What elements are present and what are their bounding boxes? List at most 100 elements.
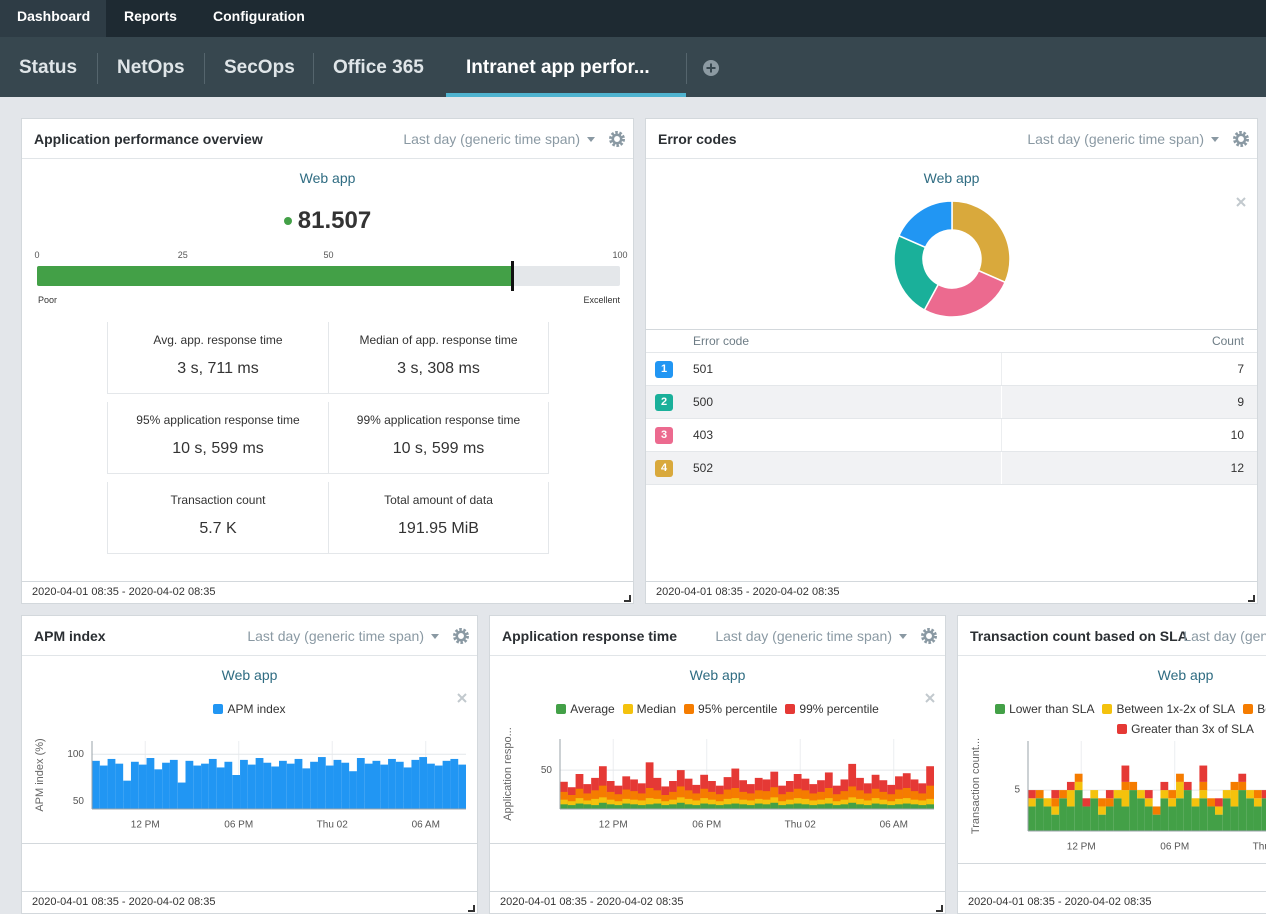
- settings-gear[interactable]: [1233, 131, 1249, 147]
- dropdown-caret[interactable]: [587, 137, 595, 142]
- bar-segment: [1199, 798, 1208, 831]
- time-span[interactable]: Last day (generic time span): [1183, 628, 1266, 644]
- bar: [146, 758, 155, 809]
- error-count: 12: [1230, 461, 1244, 475]
- settings-gear[interactable]: [921, 628, 937, 644]
- bar-segment: [1121, 781, 1130, 791]
- widget-frame: APM index Last day (generic time span) Web…: [21, 615, 478, 914]
- gauge-tick-label: 25: [177, 250, 188, 260]
- add-tab-plus: [706, 63, 716, 73]
- bar: [333, 759, 342, 809]
- nav-item[interactable]: Reports: [124, 8, 177, 24]
- metric-value: 5.7 K: [199, 520, 237, 537]
- bar: [614, 801, 623, 809]
- legend-label: Between 1x-2x of SLA: [1116, 702, 1236, 716]
- legend-label: Lower than SLA: [1009, 702, 1095, 716]
- add-tab[interactable]: [702, 59, 720, 77]
- bar-segment: [1238, 790, 1247, 831]
- bar-segment: [1129, 781, 1138, 791]
- bar-segment: [1074, 773, 1083, 782]
- y-axis-label: Application respo...: [502, 727, 514, 821]
- close-button[interactable]: [1235, 196, 1247, 208]
- settings-gear[interactable]: [609, 131, 625, 147]
- close-button[interactable]: [456, 692, 468, 704]
- bar: [785, 804, 794, 809]
- bar: [411, 759, 420, 809]
- bar-segment: [1176, 798, 1184, 831]
- bar: [715, 805, 724, 809]
- x-tick-label: 06 PM: [1160, 842, 1189, 853]
- tab[interactable]: SecOps: [224, 57, 295, 78]
- time-span[interactable]: Last day (generic time span): [1027, 131, 1204, 147]
- bar-segment: [1090, 790, 1099, 799]
- bar-segment: [1152, 814, 1161, 831]
- table-row: 4 502 12: [646, 452, 1257, 485]
- dropdown-caret[interactable]: [431, 634, 439, 639]
- legend-item: 95% percentile: [684, 700, 777, 718]
- bar-segment: [1230, 790, 1239, 807]
- bar-segment: [1176, 773, 1184, 782]
- bar: [731, 803, 740, 809]
- legend-item: Between 1x-2x of SLA: [1102, 700, 1235, 718]
- resize-handle[interactable]: [623, 594, 631, 602]
- widget-header: [22, 616, 477, 656]
- bar: [902, 803, 911, 809]
- bar: [684, 798, 693, 809]
- bar: [723, 804, 732, 809]
- bar-segment: [1121, 790, 1130, 807]
- bar: [863, 800, 872, 809]
- y-tick-label: 100: [67, 749, 84, 760]
- resize-handle[interactable]: [467, 904, 475, 912]
- tab[interactable]: NetOps: [117, 57, 185, 78]
- nav-item[interactable]: Configuration: [213, 8, 305, 24]
- gauge-high-label: Excellent: [583, 295, 620, 305]
- bar: [762, 804, 771, 809]
- bar-segment: [1051, 814, 1060, 831]
- legend-label: APM index: [227, 702, 286, 716]
- dropdown-caret[interactable]: [1211, 137, 1219, 142]
- error-count: 7: [1237, 362, 1244, 376]
- bar: [419, 757, 428, 809]
- legend-swatch: [1117, 724, 1128, 734]
- gauge-tick-label: 50: [323, 250, 334, 260]
- bar: [918, 805, 927, 809]
- time-span[interactable]: Last day (generic time span): [715, 628, 892, 644]
- legend-swatch: [1243, 704, 1254, 714]
- bar: [380, 764, 389, 809]
- widget: Transaction count based on SLA Last day (…: [957, 615, 1266, 914]
- bar-segment: [1035, 790, 1044, 799]
- nav-item[interactable]: Dashboard: [17, 8, 91, 24]
- bar: [263, 762, 272, 809]
- widget: APM index Last day (generic time span) Web…: [21, 615, 478, 914]
- tab[interactable]: Office 365: [333, 57, 424, 78]
- close-button[interactable]: [924, 692, 936, 704]
- resize-handle[interactable]: [1247, 594, 1255, 602]
- bar: [364, 763, 373, 809]
- legend-swatch: [785, 704, 796, 714]
- tab[interactable]: Status: [19, 57, 78, 78]
- bar-segment: [1059, 798, 1067, 831]
- bar: [130, 761, 139, 809]
- x-tick-label: 12 PM: [599, 820, 628, 831]
- resize-handle[interactable]: [935, 904, 943, 912]
- x-tick-label: Thu 02: [1253, 842, 1266, 853]
- tab[interactable]: Intranet app perfor...: [466, 57, 650, 78]
- bar: [115, 763, 124, 809]
- bar-segment: [1191, 806, 1200, 831]
- x-tick-label: 12 PM: [131, 820, 160, 831]
- bar: [871, 798, 880, 809]
- bar-segment: [1137, 798, 1145, 831]
- bar-segment: [1144, 798, 1153, 807]
- error-count: 10: [1230, 428, 1244, 442]
- rank-badge: 3: [655, 427, 673, 444]
- bar: [606, 804, 615, 809]
- bar: [661, 805, 670, 809]
- bar-segment: [1207, 798, 1215, 807]
- dropdown-caret[interactable]: [899, 634, 907, 639]
- legend-label: 99% percentile: [799, 702, 879, 716]
- settings-gear[interactable]: [453, 628, 469, 644]
- time-span[interactable]: Last day (generic time span): [403, 131, 580, 147]
- bar: [848, 802, 857, 809]
- bar: [185, 760, 194, 809]
- time-span[interactable]: Last day (generic time span): [247, 628, 424, 644]
